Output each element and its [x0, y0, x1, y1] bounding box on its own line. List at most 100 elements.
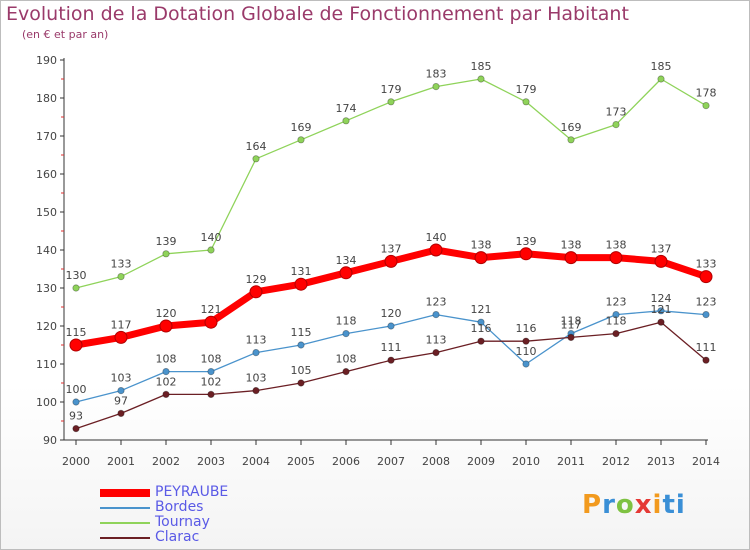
- data-label-bordes: 123: [696, 296, 717, 309]
- data-point-clarac: [567, 333, 575, 341]
- data-label-bordes: 115: [291, 326, 312, 339]
- proxiti-logo: Proxiti: [582, 490, 686, 520]
- x-tick-label: 2000: [62, 455, 90, 468]
- data-point-bordes: [207, 367, 215, 376]
- data-point-bordes: [297, 341, 305, 349]
- data-label-clarac: 116: [516, 322, 537, 335]
- legend-label: PEYRAUBE: [155, 484, 229, 500]
- data-point-bordes: [612, 310, 620, 319]
- data-label-bordes: 123: [426, 296, 447, 309]
- data-label-peyraube: 137: [651, 242, 672, 255]
- x-tick-label: 2006: [332, 455, 360, 468]
- x-tick-label: 2002: [152, 455, 180, 468]
- data-point-clarac: [657, 318, 665, 326]
- data-label-bordes: 124: [651, 292, 672, 305]
- data-label-bordes: 118: [336, 315, 357, 328]
- legend-swatch: [100, 522, 150, 524]
- legend-item-clarac: Clarac: [100, 529, 300, 546]
- data-label-bordes: 121: [471, 303, 492, 316]
- data-point-peyraube: [159, 319, 173, 333]
- legend-label: Bordes: [155, 499, 204, 515]
- data-label-bordes: 118: [561, 315, 582, 328]
- data-label-peyraube: 115: [66, 326, 87, 339]
- data-point-clarac: [252, 386, 260, 395]
- data-label-tournay: 179: [381, 83, 402, 96]
- data-point-peyraube: [564, 251, 578, 265]
- data-point-clarac: [72, 424, 80, 433]
- data-point-bordes: [522, 360, 530, 368]
- data-point-tournay: [207, 246, 215, 254]
- data-label-peyraube: 121: [201, 303, 222, 316]
- x-tick-label: 2012: [602, 455, 630, 468]
- data-point-peyraube: [654, 254, 668, 268]
- y-tick-label: 100: [36, 396, 57, 409]
- legend-swatch: [100, 507, 150, 509]
- data-label-tournay: 139: [156, 235, 177, 248]
- data-point-clarac: [387, 356, 395, 364]
- x-tick-label: 2004: [242, 455, 270, 468]
- data-label-tournay: 169: [561, 121, 582, 134]
- data-label-peyraube: 131: [291, 265, 312, 278]
- data-label-clarac: 97: [114, 394, 128, 407]
- x-tick-label: 2005: [287, 455, 315, 468]
- x-tick-label: 2010: [512, 455, 540, 468]
- data-label-peyraube: 120: [156, 307, 177, 320]
- data-point-peyraube: [609, 251, 623, 265]
- data-point-bordes: [162, 367, 170, 376]
- data-point-peyraube: [699, 270, 713, 284]
- data-point-bordes: [702, 310, 710, 319]
- data-label-tournay: 185: [471, 60, 492, 73]
- data-label-peyraube: 134: [336, 254, 357, 267]
- data-point-tournay: [252, 155, 260, 163]
- x-tick-label: 2013: [647, 455, 675, 468]
- data-point-clarac: [432, 348, 440, 357]
- legend-label: Tournay: [155, 514, 210, 530]
- data-point-clarac: [612, 329, 620, 338]
- data-label-tournay: 164: [246, 140, 267, 153]
- x-tick-label: 2003: [197, 455, 225, 468]
- legend-label: Clarac: [155, 529, 200, 545]
- data-point-clarac: [297, 379, 305, 387]
- data-point-clarac: [477, 337, 485, 345]
- data-label-clarac: 102: [201, 375, 222, 388]
- y-tick-label: 110: [36, 358, 57, 371]
- data-label-peyraube: 139: [516, 235, 537, 248]
- data-point-peyraube: [69, 338, 83, 352]
- data-label-peyraube: 140: [426, 231, 447, 244]
- data-point-tournay: [702, 102, 710, 110]
- data-point-bordes: [387, 322, 395, 330]
- y-tick-label: 120: [36, 320, 57, 333]
- data-label-bordes: 123: [606, 296, 627, 309]
- y-tick-label: 190: [36, 54, 57, 67]
- data-point-bordes: [252, 348, 260, 357]
- legend-item-peyraube: PEYRAUBE: [100, 484, 300, 501]
- data-point-peyraube: [339, 266, 353, 280]
- data-point-tournay: [72, 284, 80, 292]
- data-label-clarac: 116: [471, 322, 492, 335]
- data-point-bordes: [72, 398, 80, 406]
- data-label-bordes: 108: [201, 353, 222, 366]
- data-label-clarac: 118: [606, 315, 627, 328]
- data-label-tournay: 178: [696, 87, 717, 100]
- y-tick-label: 180: [36, 92, 57, 105]
- data-label-clarac: 103: [246, 372, 267, 385]
- data-point-tournay: [432, 83, 440, 91]
- data-point-bordes: [477, 318, 485, 326]
- data-label-peyraube: 138: [471, 239, 492, 252]
- data-point-clarac: [342, 367, 350, 376]
- data-point-tournay: [567, 136, 575, 144]
- legend-item-tournay: Tournay: [100, 514, 300, 531]
- data-label-bordes: 120: [381, 307, 402, 320]
- data-label-clarac: 121: [651, 303, 672, 316]
- data-point-bordes: [342, 329, 350, 338]
- data-label-tournay: 174: [336, 102, 357, 115]
- x-tick-label: 2008: [422, 455, 450, 468]
- data-point-clarac: [117, 409, 125, 417]
- data-point-peyraube: [519, 247, 533, 261]
- data-point-clarac: [162, 390, 170, 398]
- x-tick-label: 2001: [107, 455, 135, 468]
- data-point-peyraube: [114, 330, 128, 344]
- data-point-tournay: [117, 272, 125, 281]
- data-label-clarac: 102: [156, 375, 177, 388]
